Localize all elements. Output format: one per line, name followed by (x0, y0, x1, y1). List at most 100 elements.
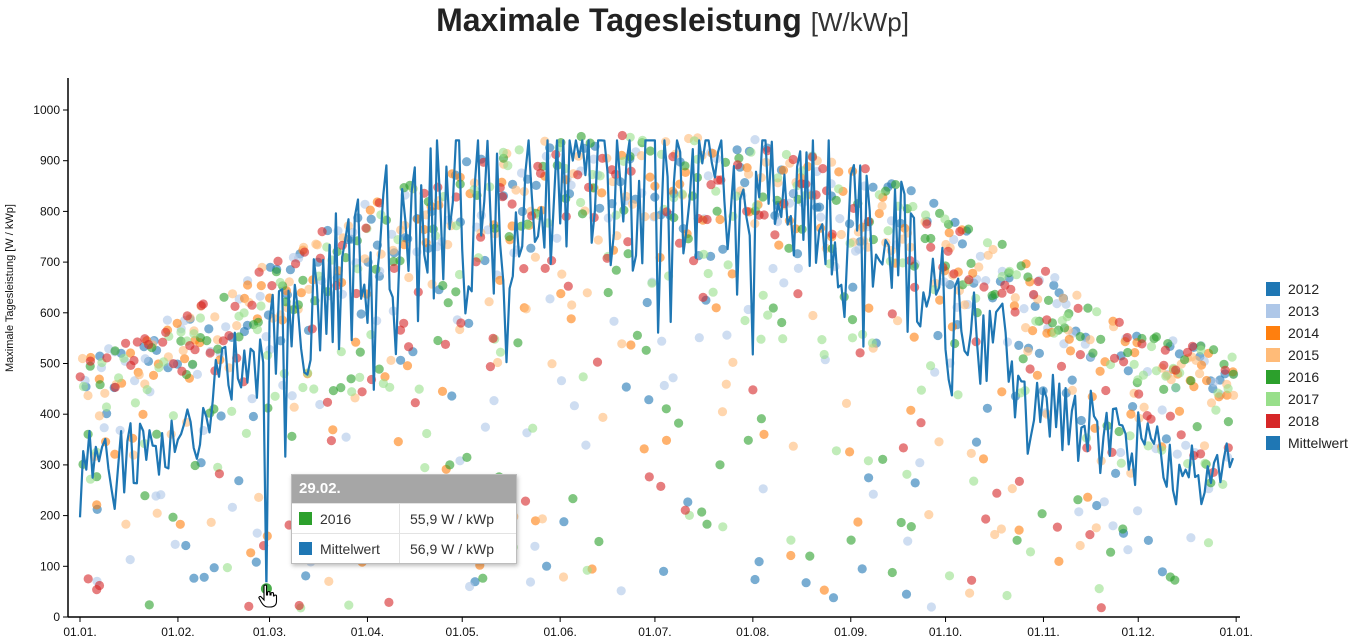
scatter-point-2013[interactable] (480, 422, 490, 432)
scatter-point-2014[interactable] (639, 444, 649, 454)
scatter-point-2018[interactable] (94, 580, 105, 591)
scatter-point-2014[interactable] (1064, 334, 1074, 344)
scatter-point-2018[interactable] (898, 443, 909, 453)
scatter-point-2015[interactable] (598, 412, 608, 422)
scatter-point-2017[interactable] (101, 402, 112, 412)
scatter-point-2012[interactable] (1067, 375, 1077, 385)
scatter-point-2018[interactable] (926, 242, 936, 252)
scatter-point-2017[interactable] (159, 357, 169, 367)
scatter-point-2016[interactable] (846, 535, 856, 545)
scatter-point-2017[interactable] (385, 382, 395, 392)
scatter-point-2012[interactable] (1076, 415, 1086, 426)
scatter-point-2017[interactable] (708, 287, 718, 297)
scatter-point-2013[interactable] (1002, 337, 1013, 347)
scatter-point-2017[interactable] (344, 600, 354, 610)
scatter-point-2014[interactable] (786, 550, 796, 561)
scatter-point-2018[interactable] (485, 362, 495, 372)
scatter-point-2015[interactable] (324, 576, 334, 587)
scatter-point-2017[interactable] (1049, 328, 1059, 338)
scatter-point-2017[interactable] (298, 382, 308, 393)
scatter-point-2014[interactable] (148, 370, 159, 380)
scatter-point-2014[interactable] (351, 337, 361, 347)
scatter-point-2016[interactable] (878, 454, 888, 464)
scatter-point-2017[interactable] (347, 387, 357, 397)
scatter-point-2013[interactable] (1050, 273, 1060, 283)
scatter-point-2017[interactable] (786, 535, 796, 545)
scatter-point-2014[interactable] (778, 165, 789, 175)
scatter-point-2012[interactable] (464, 318, 474, 328)
scatter-point-2016[interactable] (253, 317, 263, 327)
scatter-point-2016[interactable] (702, 519, 712, 529)
scatter-point-2018[interactable] (855, 348, 865, 358)
scatter-point-2018[interactable] (706, 180, 716, 190)
scatter-point-2017[interactable] (451, 221, 461, 231)
scatter-point-2018[interactable] (1033, 276, 1043, 287)
scatter-point-2018[interactable] (964, 275, 974, 285)
scatter-point-2015[interactable] (877, 201, 887, 211)
scatter-point-2018[interactable] (1119, 357, 1129, 367)
scatter-point-2015[interactable] (621, 191, 631, 201)
scatter-point-2014[interactable] (402, 361, 413, 371)
scatter-point-2018[interactable] (662, 207, 672, 217)
legend-item-mittelwert[interactable]: Mittelwert (1266, 432, 1348, 454)
scatter-point-2015[interactable] (988, 244, 998, 255)
scatter-point-2017[interactable] (1116, 458, 1126, 468)
scatter-point-2016[interactable] (1073, 495, 1083, 505)
scatter-point-2017[interactable] (1094, 584, 1104, 594)
scatter-point-2015[interactable] (521, 304, 531, 314)
scatter-point-2017[interactable] (168, 411, 178, 421)
scatter-point-2013[interactable] (247, 394, 257, 404)
scatter-point-2014[interactable] (626, 340, 636, 350)
scatter-point-2015[interactable] (744, 169, 754, 179)
scatter-point-2014[interactable] (978, 454, 989, 464)
scatter-point-2016[interactable] (641, 345, 651, 355)
scatter-point-2012[interactable] (199, 572, 209, 582)
scatter-point-2013[interactable] (581, 440, 591, 450)
scatter-point-2014[interactable] (853, 517, 863, 527)
scatter-point-2017[interactable] (142, 385, 152, 395)
scatter-point-2015[interactable] (728, 357, 738, 367)
scatter-point-2014[interactable] (997, 387, 1007, 397)
scatter-point-2013[interactable] (1099, 497, 1109, 507)
scatter-point-2018[interactable] (404, 342, 414, 352)
scatter-point-2014[interactable] (774, 240, 784, 250)
scatter-point-2017[interactable] (414, 384, 424, 394)
scatter-point-2018[interactable] (811, 190, 821, 200)
scatter-point-2014[interactable] (437, 386, 448, 396)
scatter-point-2018[interactable] (680, 505, 690, 515)
scatter-point-2015[interactable] (1139, 402, 1149, 412)
scatter-point-2016[interactable] (966, 258, 976, 268)
scatter-point-2016[interactable] (1170, 575, 1180, 585)
scatter-point-2013[interactable] (694, 333, 704, 343)
scatter-point-2014[interactable] (328, 425, 338, 435)
scatter-point-2016[interactable] (443, 298, 453, 308)
scatter-point-2012[interactable] (750, 574, 760, 585)
scatter-point-2013[interactable] (162, 315, 172, 325)
scatter-point-2013[interactable] (609, 316, 619, 326)
scatter-point-2017[interactable] (189, 329, 199, 339)
scatter-point-2018[interactable] (617, 130, 627, 141)
scatter-point-2015[interactable] (77, 353, 88, 364)
scatter-point-2016[interactable] (110, 346, 120, 356)
scatter-point-2012[interactable] (910, 478, 920, 488)
scatter-point-2017[interactable] (758, 290, 768, 300)
scatter-point-2018[interactable] (198, 299, 208, 309)
scatter-point-2017[interactable] (78, 381, 89, 392)
scatter-point-2018[interactable] (476, 232, 486, 242)
scatter-point-2018[interactable] (1101, 385, 1111, 396)
scatter-point-2014[interactable] (556, 289, 566, 299)
scatter-point-2017[interactable] (689, 136, 700, 146)
scatter-point-2012[interactable] (801, 578, 811, 588)
scatter-point-2018[interactable] (967, 575, 977, 585)
scatter-point-2016[interactable] (645, 146, 655, 156)
scatter-point-2017[interactable] (1125, 431, 1135, 441)
scatter-point-2016[interactable] (743, 435, 753, 445)
scatter-point-2018[interactable] (322, 397, 333, 407)
scatter-point-2013[interactable] (1108, 521, 1118, 531)
scatter-point-2014[interactable] (711, 303, 721, 313)
scatter-point-2015[interactable] (537, 514, 548, 524)
scatter-point-2017[interactable] (819, 349, 829, 360)
scatter-point-2012[interactable] (792, 249, 803, 259)
scatter-point-2015[interactable] (178, 345, 188, 356)
scatter-point-2012[interactable] (857, 564, 867, 574)
